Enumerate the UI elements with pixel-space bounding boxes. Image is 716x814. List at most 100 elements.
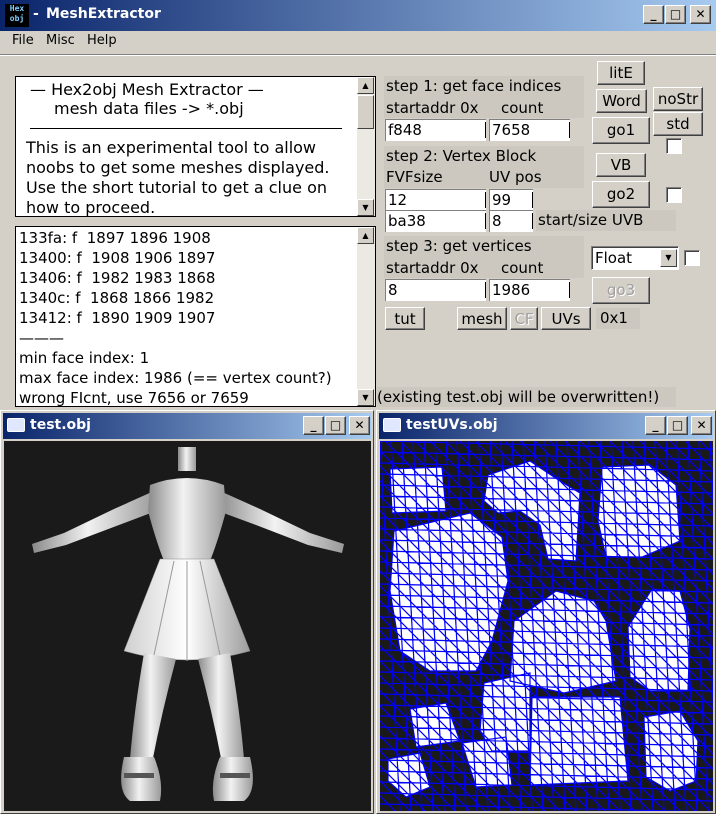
std-button[interactable]: std bbox=[653, 112, 703, 136]
info-text-2: noobs to get some meshes displayed. bbox=[26, 158, 330, 177]
app-icon: Hex obj bbox=[5, 4, 29, 27]
vb-button[interactable]: VB bbox=[596, 153, 646, 177]
log-line: ——— bbox=[19, 329, 64, 347]
minimize-icon: _ bbox=[652, 418, 659, 432]
checkbox-2[interactable] bbox=[666, 187, 682, 203]
log-line: min face index: 1 bbox=[19, 349, 150, 367]
chevron-down-icon[interactable]: ▼ bbox=[660, 249, 677, 267]
log-scrollbar[interactable]: ▲ ▼ bbox=[357, 227, 375, 406]
info-subtitle: mesh data files -> *.obj bbox=[54, 99, 244, 118]
mesh-window-titlebar[interactable]: test.obj _ □ ✕ bbox=[3, 413, 371, 439]
close-icon: ✕ bbox=[696, 418, 707, 432]
scroll-thumb[interactable] bbox=[357, 95, 374, 129]
step1-addr-input[interactable]: f848 bbox=[385, 119, 486, 141]
uvb-start-input[interactable]: ba38 bbox=[385, 210, 486, 232]
close-icon: ✕ bbox=[354, 418, 365, 432]
mesh-render-image bbox=[32, 447, 344, 801]
step2-fvf-label: FVFsize bbox=[386, 168, 443, 186]
step2-group bbox=[384, 146, 584, 188]
mesh-button[interactable]: mesh bbox=[457, 307, 507, 330]
checkbox-1[interactable] bbox=[666, 138, 682, 154]
minimize-icon: _ bbox=[650, 7, 657, 21]
step1-count-input[interactable]: 7658 bbox=[489, 119, 570, 141]
go2-button[interactable]: go2 bbox=[592, 181, 650, 208]
minimize-icon: _ bbox=[310, 418, 317, 432]
fvf-size-value: 12 bbox=[388, 191, 408, 209]
close-button[interactable]: ✕ bbox=[690, 5, 711, 24]
maximize-icon: □ bbox=[329, 418, 342, 432]
info-text-3: Use the short tutorial to get a clue on bbox=[26, 178, 327, 197]
overwrite-note: (existing test.obj will be overwritten!) bbox=[377, 387, 676, 407]
step2-uv-label: UV pos bbox=[489, 168, 542, 186]
step1-addr-value: f848 bbox=[388, 121, 422, 139]
step1-count-label: count bbox=[501, 99, 544, 117]
menu-help[interactable]: Help bbox=[87, 33, 117, 48]
log-line: 13412: f 1890 1909 1907 bbox=[19, 309, 216, 327]
close-icon: ✕ bbox=[695, 7, 706, 21]
uv-pos-value: 99 bbox=[492, 191, 512, 209]
log-line: 133fa: f 1897 1896 1908 bbox=[19, 229, 211, 247]
title-prefix: - bbox=[33, 6, 39, 22]
tut-button[interactable]: tut bbox=[385, 307, 425, 330]
main-titlebar[interactable]: Hex obj - MeshExtractor _ □ ✕ bbox=[0, 0, 716, 31]
step1-title: step 1: get face indices bbox=[386, 77, 562, 95]
uv-window-titlebar[interactable]: testUVs.obj _ □ ✕ bbox=[379, 413, 713, 439]
close-button[interactable]: ✕ bbox=[691, 416, 712, 435]
uv-window-title: testUVs.obj bbox=[406, 417, 498, 433]
uv-viewport[interactable] bbox=[380, 441, 713, 811]
scroll-up-icon[interactable]: ▲ bbox=[357, 77, 374, 94]
menu-file[interactable]: File bbox=[12, 33, 34, 48]
format-select[interactable]: Float ▼ bbox=[591, 246, 679, 270]
scroll-down-icon[interactable]: ▼ bbox=[357, 389, 374, 406]
maximize-icon: □ bbox=[669, 7, 682, 21]
info-scrollbar[interactable]: ▲ ▼ bbox=[357, 77, 375, 216]
uv-pos-input[interactable]: 99 bbox=[489, 189, 533, 211]
step1-addr-label: startaddr 0x bbox=[386, 99, 479, 117]
maximize-button[interactable]: □ bbox=[667, 416, 688, 435]
menu-divider bbox=[0, 54, 716, 56]
scroll-up-icon[interactable]: ▲ bbox=[357, 227, 374, 244]
info-text-1: This is an experimental tool to allow bbox=[26, 138, 317, 157]
lite-button[interactable]: litE bbox=[597, 61, 645, 85]
uvb-size-input[interactable]: 8 bbox=[489, 210, 533, 232]
log-line: 13406: f 1982 1983 1868 bbox=[19, 269, 216, 287]
format-select-value: Float bbox=[595, 249, 633, 267]
checkbox-3[interactable] bbox=[684, 250, 700, 266]
maximize-button[interactable]: □ bbox=[325, 416, 346, 435]
uvb-size-value: 8 bbox=[492, 212, 502, 230]
uv-scale-label: 0x1 bbox=[596, 308, 640, 329]
icon-text-top: Hex bbox=[9, 4, 25, 13]
step3-count-value: 1986 bbox=[492, 281, 531, 299]
mesh-viewport[interactable] bbox=[4, 441, 371, 811]
info-text-4: how to proceed. bbox=[26, 198, 156, 217]
word-button[interactable]: Word bbox=[596, 89, 647, 113]
icon-text-bottom: obj bbox=[9, 14, 25, 23]
log-line: 13400: f 1908 1906 1897 bbox=[19, 249, 216, 267]
mesh-window: test.obj _ □ ✕ bbox=[0, 410, 374, 814]
maximize-button[interactable]: □ bbox=[665, 5, 686, 24]
uv-window: testUVs.obj _ □ ✕ bbox=[376, 410, 716, 814]
scroll-down-icon[interactable]: ▼ bbox=[357, 199, 374, 216]
fvf-size-input[interactable]: 12 bbox=[385, 189, 486, 211]
step3-title: step 3: get vertices bbox=[386, 237, 532, 255]
info-separator bbox=[30, 128, 342, 129]
step3-addr-label: startaddr 0x bbox=[386, 259, 479, 277]
step3-count-input[interactable]: 1986 bbox=[489, 279, 570, 301]
step3-addr-input[interactable]: 8 bbox=[385, 279, 486, 301]
step1-count-value: 7658 bbox=[492, 121, 531, 139]
step3-count-label: count bbox=[501, 259, 544, 277]
minimize-button[interactable]: _ bbox=[645, 416, 666, 435]
go3-button[interactable]: go3 bbox=[592, 277, 650, 304]
step3-addr-value: 8 bbox=[388, 281, 398, 299]
step1-group bbox=[384, 76, 584, 118]
menu-misc[interactable]: Misc bbox=[46, 33, 75, 48]
uvs-button[interactable]: UVs bbox=[541, 307, 591, 330]
cf-button[interactable]: CF bbox=[510, 307, 538, 330]
nostr-button[interactable]: noStr bbox=[653, 87, 703, 111]
maximize-icon: □ bbox=[671, 418, 684, 432]
close-button[interactable]: ✕ bbox=[349, 416, 370, 435]
go1-button[interactable]: go1 bbox=[592, 117, 650, 144]
minimize-button[interactable]: _ bbox=[303, 416, 324, 435]
info-title: — Hex2obj Mesh Extractor — bbox=[30, 80, 264, 99]
minimize-button[interactable]: _ bbox=[643, 5, 664, 24]
